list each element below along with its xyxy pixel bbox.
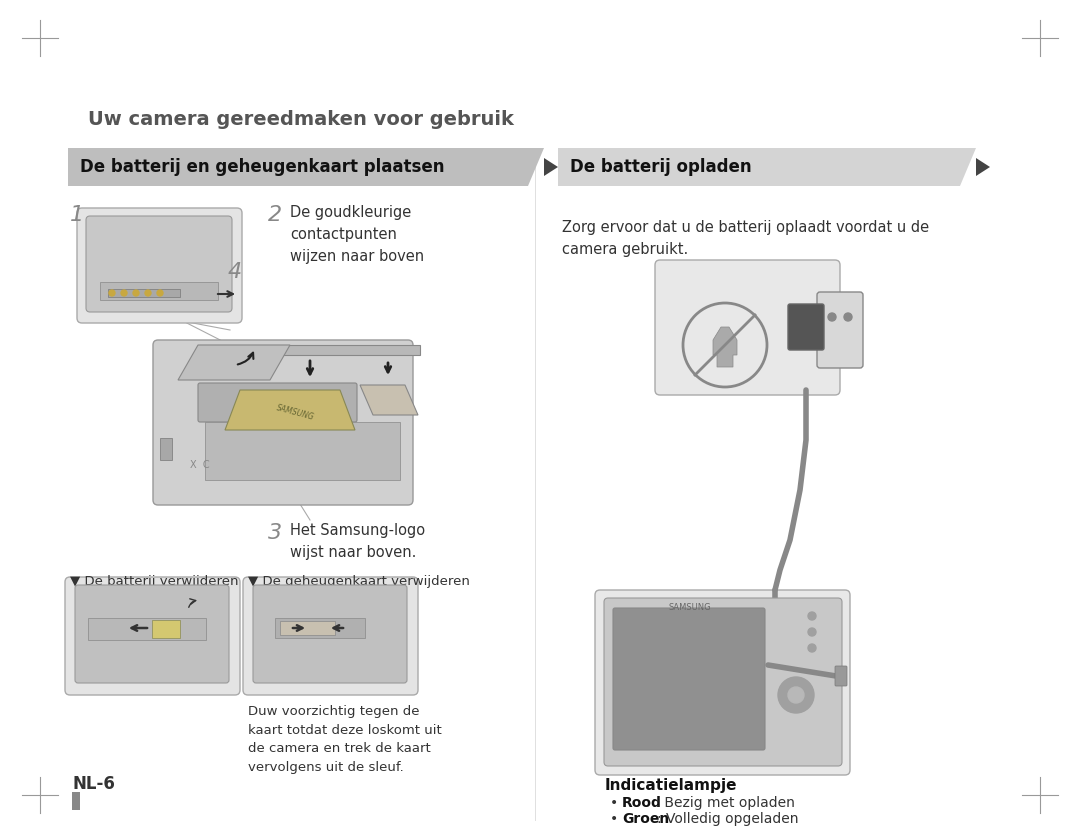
Text: NL-6: NL-6: [72, 775, 114, 793]
Text: 1: 1: [70, 205, 84, 225]
Text: •: •: [610, 796, 623, 810]
Circle shape: [133, 290, 139, 296]
FancyBboxPatch shape: [86, 216, 232, 312]
FancyBboxPatch shape: [65, 577, 240, 695]
Polygon shape: [713, 327, 737, 367]
Bar: [280, 621, 335, 635]
FancyBboxPatch shape: [613, 608, 765, 750]
Bar: [160, 438, 172, 460]
Text: •: •: [610, 812, 623, 826]
Text: : Bezig met opladen: : Bezig met opladen: [651, 796, 795, 810]
Text: X  C: X C: [190, 460, 210, 470]
FancyBboxPatch shape: [595, 590, 850, 775]
Circle shape: [828, 313, 836, 321]
FancyBboxPatch shape: [604, 598, 842, 766]
Circle shape: [157, 290, 163, 296]
FancyBboxPatch shape: [788, 304, 824, 350]
Text: Rood: Rood: [622, 796, 662, 810]
Bar: [87, 618, 206, 640]
Polygon shape: [225, 390, 355, 430]
Text: Duw voorzichtig tegen de
kaart totdat deze loskomt uit
de camera en trek de kaar: Duw voorzichtig tegen de kaart totdat de…: [248, 705, 442, 773]
Text: SAMSUNG: SAMSUNG: [669, 603, 712, 611]
Circle shape: [808, 612, 816, 620]
Text: Indicatielampje: Indicatielampje: [605, 778, 738, 793]
Circle shape: [788, 687, 804, 703]
FancyBboxPatch shape: [198, 383, 357, 422]
Bar: [205, 422, 400, 480]
Text: : Volledig opgeladen: : Volledig opgeladen: [657, 812, 798, 826]
Text: 4: 4: [228, 262, 242, 282]
Text: ▼ De geheugenkaart verwijderen: ▼ De geheugenkaart verwijderen: [248, 575, 470, 588]
Polygon shape: [200, 345, 420, 355]
FancyBboxPatch shape: [253, 585, 407, 683]
Circle shape: [808, 644, 816, 652]
Bar: [152, 620, 180, 638]
Text: SAMSUNG: SAMSUNG: [275, 403, 315, 423]
Text: Groen: Groen: [622, 812, 670, 826]
Circle shape: [843, 313, 852, 321]
Polygon shape: [360, 385, 418, 415]
Bar: [100, 282, 218, 300]
Bar: [108, 289, 180, 297]
Circle shape: [778, 677, 814, 713]
FancyBboxPatch shape: [835, 666, 847, 686]
Text: Zorg ervoor dat u de batterij oplaadt voordat u de
camera gebruikt.: Zorg ervoor dat u de batterij oplaadt vo…: [562, 220, 929, 257]
FancyBboxPatch shape: [153, 340, 413, 505]
Polygon shape: [178, 345, 291, 380]
Polygon shape: [68, 148, 544, 186]
Circle shape: [145, 290, 151, 296]
Bar: [72, 792, 80, 810]
Text: Uw camera gereedmaken voor gebruik: Uw camera gereedmaken voor gebruik: [87, 110, 514, 129]
Polygon shape: [976, 158, 990, 176]
FancyBboxPatch shape: [654, 260, 840, 395]
Text: Het Samsung-logo
wijst naar boven.: Het Samsung-logo wijst naar boven.: [291, 523, 426, 560]
Text: ▼ De batterij verwijderen: ▼ De batterij verwijderen: [70, 575, 239, 588]
Circle shape: [109, 290, 114, 296]
Text: 2: 2: [268, 205, 282, 225]
Bar: [275, 618, 365, 638]
Text: De batterij en geheugenkaart plaatsen: De batterij en geheugenkaart plaatsen: [80, 158, 445, 176]
Text: De goudkleurige
contactpunten
wijzen naar boven: De goudkleurige contactpunten wijzen naa…: [291, 205, 424, 265]
Circle shape: [121, 290, 127, 296]
FancyBboxPatch shape: [77, 208, 242, 323]
FancyBboxPatch shape: [75, 585, 229, 683]
Circle shape: [808, 628, 816, 636]
Text: 3: 3: [268, 523, 282, 543]
Polygon shape: [544, 158, 558, 176]
FancyBboxPatch shape: [816, 292, 863, 368]
Polygon shape: [558, 148, 976, 186]
Text: De batterij opladen: De batterij opladen: [570, 158, 752, 176]
FancyBboxPatch shape: [243, 577, 418, 695]
